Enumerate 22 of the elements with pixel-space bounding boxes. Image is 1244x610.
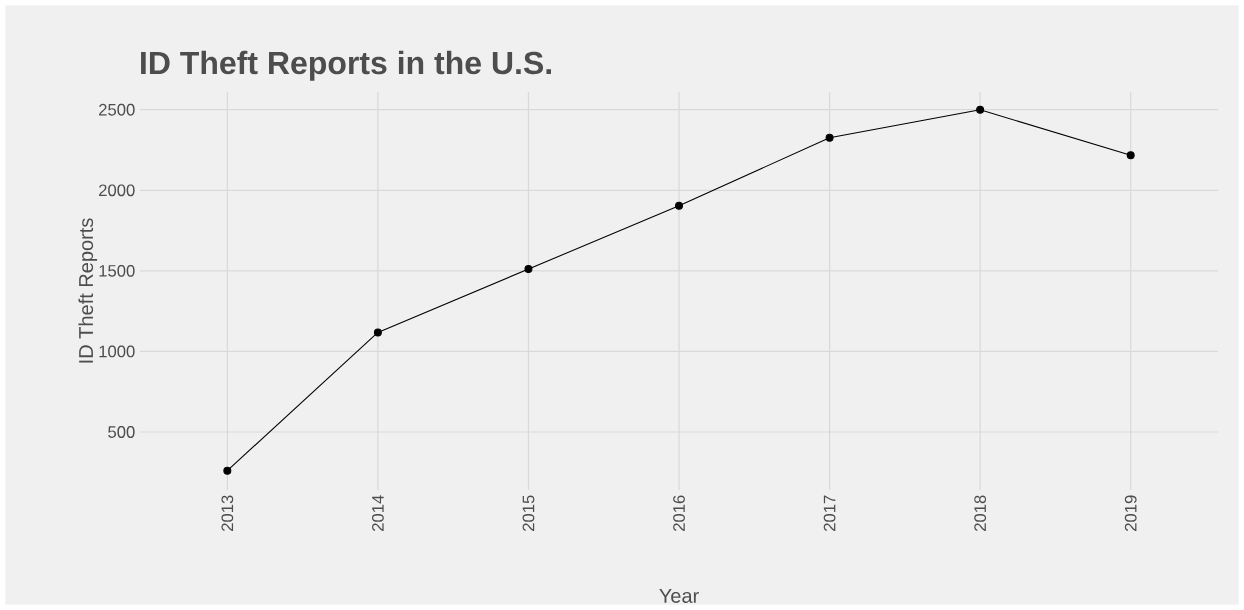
point	[675, 201, 684, 210]
x-tick-label: 2015	[522, 495, 535, 531]
point	[524, 265, 533, 274]
y-tick-label: 500	[108, 426, 135, 438]
point	[223, 466, 232, 475]
x-tick-label: 2013	[221, 495, 234, 531]
y-tick-label: 2000	[99, 184, 135, 197]
y-tick-label: 1500	[99, 264, 135, 277]
x-tick-label: 2016	[673, 495, 685, 531]
point	[373, 328, 382, 337]
y-axis-title: ID Theft Reports	[78, 218, 98, 363]
x-tick-label: 2017	[823, 495, 836, 531]
x-tick-label: 2019	[1124, 495, 1137, 531]
y-tick-label: 2500	[99, 103, 135, 116]
x-tick-label: 2014	[372, 495, 384, 531]
point	[976, 105, 985, 114]
point	[1126, 151, 1135, 160]
chart-title: ID Theft Reports in the U.S.	[141, 50, 551, 81]
y-tick-label: 1000	[99, 345, 135, 358]
x-tick-label: 2018	[974, 495, 987, 531]
x-axis-title: Year	[659, 588, 699, 603]
point	[825, 133, 834, 142]
